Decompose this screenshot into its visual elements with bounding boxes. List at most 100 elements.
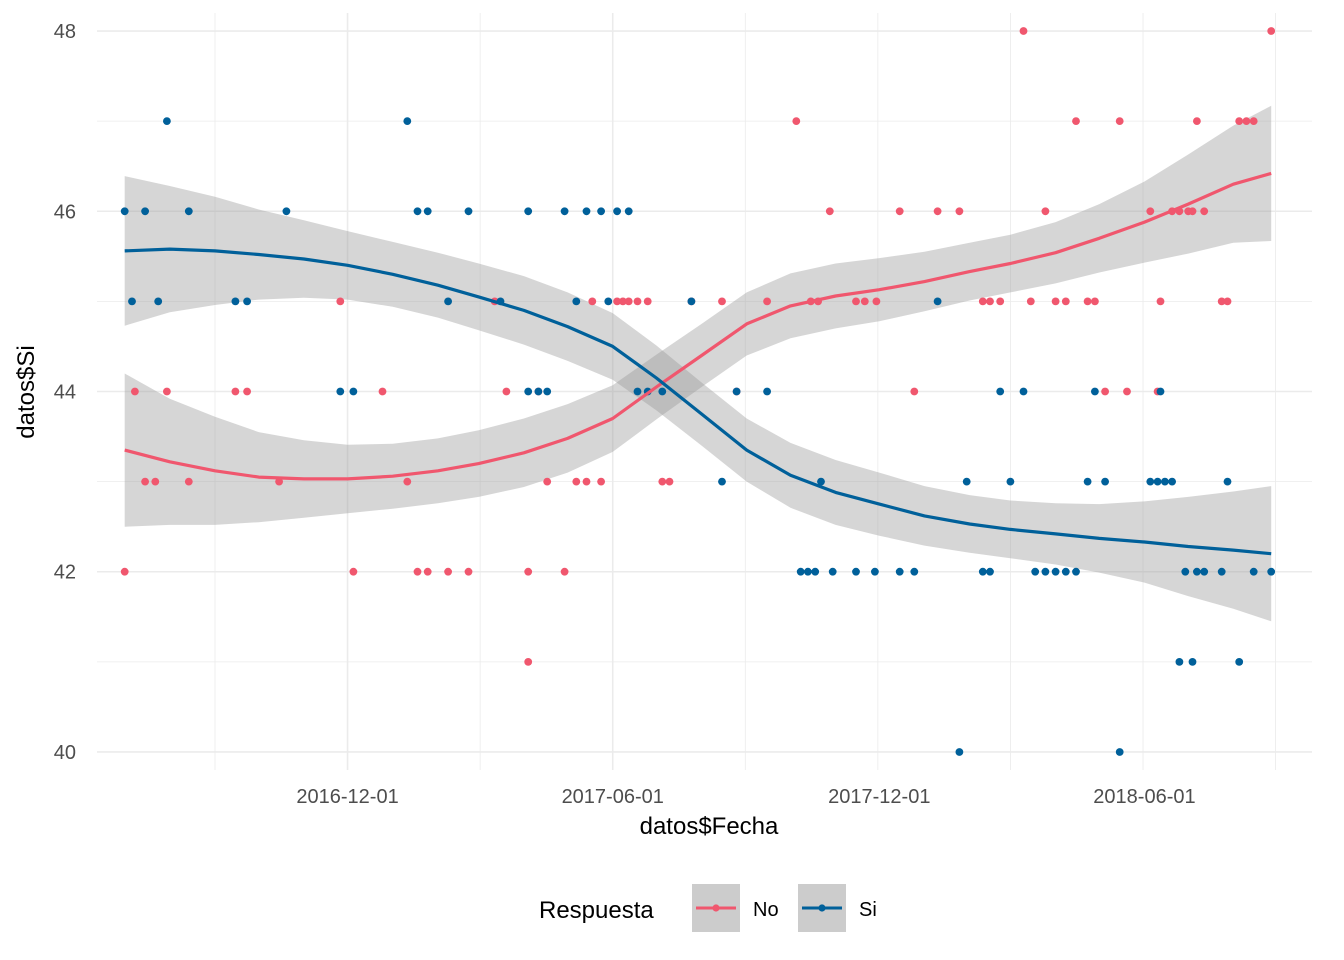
point-si [1101, 477, 1109, 486]
point-si [1153, 477, 1162, 486]
point-si [613, 207, 621, 216]
point-no [141, 477, 150, 486]
point-si [582, 207, 591, 216]
point-si [1031, 567, 1040, 576]
legend-key-si-point [818, 904, 826, 912]
point-no [1188, 207, 1197, 216]
point-si [1156, 387, 1165, 396]
point-si [1115, 748, 1124, 756]
point-si [1175, 658, 1184, 666]
point-no [955, 207, 964, 216]
point-no [524, 658, 533, 666]
ribbon-no [124, 105, 1272, 527]
point-si [141, 207, 150, 216]
x-axis-title: datos$Fecha [640, 813, 779, 840]
point-no [464, 567, 473, 576]
point-si [955, 748, 964, 756]
point-si [572, 297, 581, 306]
y-tick-label: 46 [54, 201, 76, 223]
point-si [996, 387, 1005, 396]
point-si [1223, 477, 1232, 486]
point-no [243, 387, 252, 396]
point-no [1019, 27, 1028, 35]
point-no [996, 297, 1005, 306]
x-tick-label: 2018-06-01 [1093, 786, 1195, 808]
point-no [763, 297, 771, 306]
point-no [1242, 117, 1251, 125]
point-si [243, 297, 252, 306]
y-tick-label: 44 [54, 382, 76, 404]
point-si [524, 387, 533, 396]
point-si [624, 207, 633, 216]
point-si [282, 207, 291, 216]
point-no [978, 297, 987, 306]
point-no [872, 297, 881, 306]
point-si [154, 297, 163, 306]
point-si [163, 117, 171, 125]
x-tick-label: 2017-12-01 [828, 786, 930, 808]
point-si [1200, 567, 1209, 576]
point-no [1200, 207, 1209, 216]
point-no [718, 297, 726, 306]
point-si [828, 567, 837, 576]
point-si [1193, 567, 1201, 576]
legend-label-no: No [753, 899, 779, 921]
point-no [131, 387, 139, 396]
point-si [910, 567, 919, 576]
point-no [413, 567, 422, 576]
point-si [604, 297, 613, 306]
point-no [1267, 27, 1276, 35]
point-no [120, 567, 129, 576]
point-si [1041, 567, 1050, 576]
point-si [1217, 567, 1226, 576]
legend-title: Respuesta [539, 897, 654, 924]
x-tick-label: 2017-06-01 [562, 786, 664, 808]
point-no [597, 477, 605, 486]
point-si [403, 117, 412, 125]
y-axis-title: datos$Si [13, 345, 40, 438]
point-si [1091, 387, 1099, 396]
point-si [1072, 567, 1080, 576]
point-si [1161, 477, 1169, 486]
point-no [1146, 207, 1155, 216]
point-si [543, 387, 552, 396]
point-no [1249, 117, 1258, 125]
point-no [336, 297, 345, 306]
point-si [597, 207, 605, 216]
point-no [1235, 117, 1244, 125]
point-no [151, 477, 160, 486]
point-si [1006, 477, 1015, 486]
point-si [1019, 387, 1028, 396]
point-no [349, 567, 358, 576]
point-si [718, 477, 726, 486]
point-si [933, 297, 942, 306]
point-si [1188, 658, 1197, 666]
point-no [1051, 297, 1060, 306]
x-tick-labels: 2016-12-01 2017-06-01 2017-12-01 2018-06-01 [296, 786, 1195, 808]
point-no [502, 387, 511, 396]
data-points [120, 27, 1276, 756]
point-no [852, 297, 860, 306]
point-no [1072, 117, 1080, 125]
point-si [1061, 567, 1070, 576]
point-no [1041, 207, 1050, 216]
point-si [962, 477, 971, 486]
point-si [524, 207, 533, 216]
point-si [796, 567, 805, 576]
point-no [933, 207, 942, 216]
point-si [1249, 567, 1258, 576]
y-tick-labels: 40 42 44 46 48 [54, 21, 76, 764]
point-si [349, 387, 358, 396]
point-no [524, 567, 533, 576]
point-si [732, 387, 741, 396]
point-no [163, 387, 171, 396]
point-no [825, 207, 834, 216]
point-si [978, 567, 987, 576]
point-no [560, 567, 569, 576]
point-no [423, 567, 432, 576]
point-si [1168, 477, 1176, 486]
point-no [792, 117, 801, 125]
point-no [665, 477, 674, 486]
smooth-line-no [124, 171, 1272, 481]
